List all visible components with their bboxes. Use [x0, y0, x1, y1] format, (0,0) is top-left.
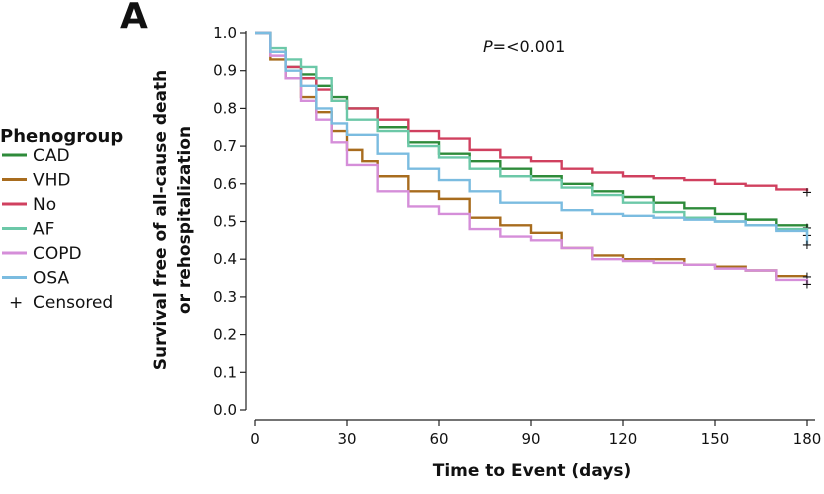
y-axis-title-line-2: or rehospitalization	[175, 126, 195, 314]
censor-mark-no: +	[802, 185, 813, 200]
x-tick-label: 180	[793, 430, 822, 448]
legend-label-copd: COPD	[33, 244, 82, 264]
y-tick-label: 0.0	[213, 401, 237, 419]
axes: 0.0 0.1 0.2 0.3 0.4 0.5 0.6 0.7 0.8 0.9 1.0 0 30 60 90…	[213, 24, 821, 448]
y-axis-title-line-1: Survival free of all-cause death	[151, 70, 171, 371]
legend-censored-label: Censored	[33, 293, 113, 313]
x-axis-title: Time to Event (days)	[433, 461, 632, 481]
series-line-osa	[255, 31, 809, 245]
panel-label: A	[120, 0, 148, 37]
y-tick-label: 0.4	[213, 250, 237, 268]
legend-label-osa: OSA	[33, 269, 69, 289]
y-tick-label: 0.6	[213, 175, 237, 193]
x-tick-label: 60	[429, 430, 448, 448]
y-tick-label: 0.3	[213, 288, 237, 306]
x-tick-label: 120	[609, 430, 638, 448]
series-line-af	[255, 31, 809, 235]
legend-label-no: No	[33, 195, 56, 215]
p-value-text: =<0.001	[493, 37, 566, 56]
y-tick-label: 0.8	[213, 99, 237, 117]
y-tick-label: 0.2	[213, 326, 237, 344]
censor-mark-vhd: +	[802, 270, 813, 285]
y-tick-label: 0.5	[213, 213, 237, 231]
x-tick-label: 0	[250, 430, 260, 448]
legend-label-vhd: VHD	[33, 171, 71, 191]
legend-title: Phenogroup	[0, 126, 123, 147]
y-tick-label: 0.7	[213, 137, 237, 155]
x-tick-label: 150	[701, 430, 730, 448]
y-tick-label: 0.1	[213, 363, 237, 381]
x-tick-label: 30	[337, 430, 356, 448]
y-tick-label: 1.0	[213, 24, 237, 42]
y-axis-title: Survival free of all-cause death or reho…	[151, 70, 195, 371]
legend-label-af: AF	[33, 220, 54, 240]
censor-mark-osa: +	[802, 238, 813, 253]
series-layer: ++++++	[255, 31, 813, 293]
legend-label-cad: CAD	[33, 146, 70, 166]
x-tick-label: 90	[521, 430, 540, 448]
legend: Phenogroup CAD VHD No AF COPD OSA + Censored	[0, 126, 123, 313]
censor-mark-copd: +	[802, 278, 813, 293]
p-value-prefix: P	[483, 37, 493, 56]
p-value-annotation: P=<0.001	[483, 37, 565, 56]
y-tick-label: 0.9	[213, 62, 237, 80]
legend-censored-symbol: +	[9, 293, 23, 313]
